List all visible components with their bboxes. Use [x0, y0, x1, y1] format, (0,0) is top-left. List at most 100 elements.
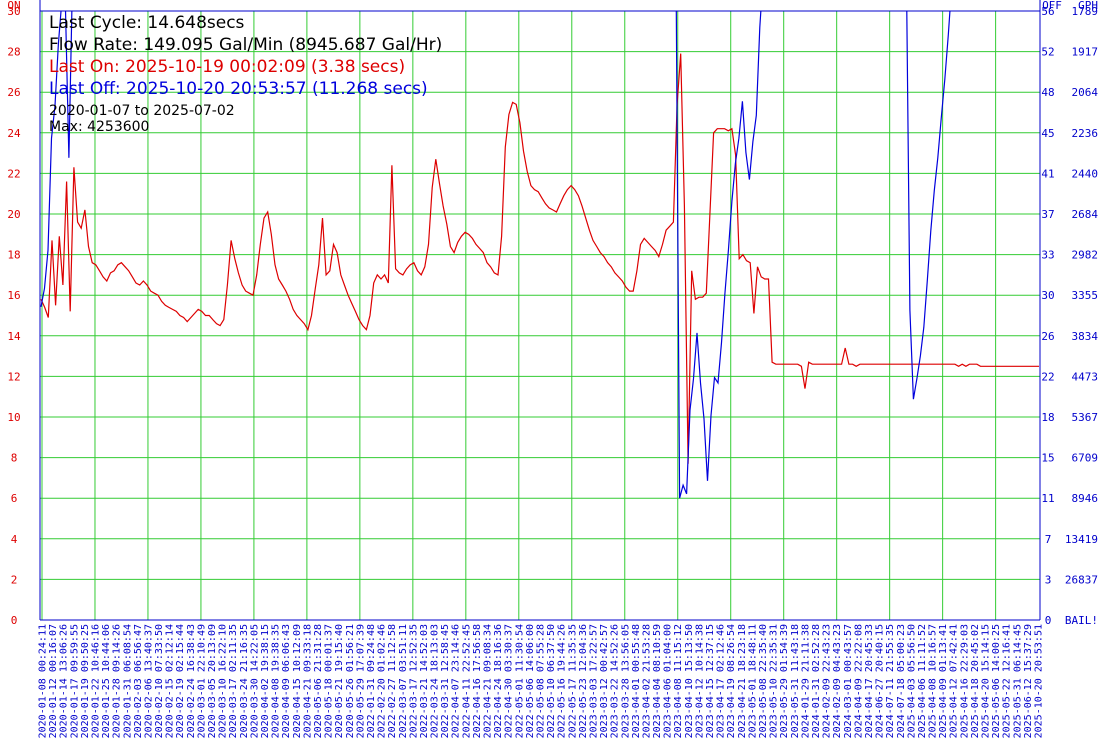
left-tick-label: 4 — [11, 533, 18, 546]
right-off-tick-label: 45 — [1041, 127, 1054, 140]
right-off-tick-label: 52 — [1041, 46, 1054, 59]
x-tick-label: 2024-07-11 21:55:35 — [885, 624, 896, 738]
x-tick-label: 2025-10-20 20:53:51 — [1034, 624, 1045, 738]
x-tick-label: 2023-04-12 10:14:38 — [694, 624, 705, 738]
left-axis-header: ON — [7, 0, 20, 12]
x-tick-label: 2023-04-17 02:12:46 — [716, 624, 727, 738]
x-tick-label: 2020-05-06 21:31:28 — [313, 624, 324, 738]
right-off-tick-label: 41 — [1041, 167, 1054, 180]
right-off-tick-label: 18 — [1041, 411, 1054, 424]
left-tick-label: 14 — [7, 330, 21, 343]
x-tick-label: 2023-04-04 08:10:59 — [652, 624, 663, 738]
right-gph-tick-label: BAIL! — [1065, 614, 1098, 627]
x-tick-label: 2022-03-24 18:13:03 — [430, 624, 441, 738]
x-tick-label: 2020-02-15 02:12:14 — [165, 624, 176, 738]
x-tick-label: 2025-04-06 11:11:52 — [917, 624, 928, 738]
x-tick-label: 2022-03-17 12:52:35 — [408, 624, 419, 738]
x-tick-label: 2024-02-09 04:43:23 — [832, 624, 843, 738]
x-tick-label: 2020-02-06 13:40:37 — [143, 624, 154, 738]
right-gph-tick-label: 1917 — [1072, 46, 1099, 59]
x-tick-label: 2020-04-21 09:33:18 — [302, 624, 313, 738]
x-tick-label: 2022-05-10 06:37:50 — [546, 624, 557, 738]
x-tick-label: 2020-02-24 16:38:43 — [186, 624, 197, 738]
x-tick-label: 2023-05-10 22:35:31 — [769, 624, 780, 738]
left-tick-label: 2 — [11, 573, 18, 586]
x-tick-label: 2022-03-07 03:51:11 — [398, 624, 409, 738]
x-tick-label: 2022-02-27 11:12:58 — [387, 624, 398, 738]
left-tick-label: 6 — [11, 492, 18, 505]
x-tick-label: 2022-05-06 14:06:00 — [525, 624, 536, 738]
x-tick-label: 2023-03-22 14:52:26 — [610, 624, 621, 738]
x-tick-label: 2020-04-09 06:06:43 — [281, 624, 292, 738]
x-tick-label: 2023-04-06 01:04:00 — [663, 624, 674, 738]
x-axis: 2020-01-08 00:24:11 2020-01-12 00:16:07 20… — [38, 624, 1045, 738]
right-off-tick-label: 26 — [1041, 330, 1054, 343]
x-tick-label: 2022-04-07 23:14:46 — [451, 624, 462, 738]
x-tick-label: 2024-04-09 22:22:08 — [853, 624, 864, 738]
x-tick-label: 2020-02-19 02:15:44 — [175, 624, 186, 738]
x-tick-label: 2025-04-03 05:56:50 — [906, 624, 917, 738]
x-tick-label: 2022-05-16 19:44:26 — [557, 624, 568, 738]
last-on-series-line — [40, 53, 1039, 464]
right-gph-tick-label: 3834 — [1072, 330, 1099, 343]
x-tick-label: 2022-05-01 11:30:54 — [514, 624, 525, 738]
right-axis-header-gph: GPH — [1078, 0, 1098, 12]
x-tick-label: 2020-01-17 09:59:55 — [69, 624, 80, 738]
right-off-tick-label: 30 — [1041, 289, 1054, 302]
x-tick-label: 2022-04-24 18:16:36 — [493, 624, 504, 738]
right-gph-tick-label: 2684 — [1072, 208, 1099, 221]
x-tick-label: 2020-01-22 10:46:16 — [90, 624, 101, 738]
x-tick-label: 2023-04-01 00:55:48 — [631, 624, 642, 738]
x-tick-label: 2024-01-31 02:52:28 — [811, 624, 822, 738]
x-tick-label: 2024-03-01 00:43:57 — [843, 624, 854, 738]
x-tick-label: 2020-02-03 06:56:47 — [133, 624, 144, 738]
x-tick-label: 2020-03-24 21:16:35 — [239, 624, 250, 738]
right-axis: 0 BAIL! 3 26837 7 13419 11 8946 15 6709 18 5367 22 44… — [1041, 0, 1098, 627]
left-tick-label: 18 — [7, 249, 20, 262]
left-tick-label: 12 — [7, 370, 20, 383]
x-tick-label: 2023-05-31 11:43:18 — [790, 624, 801, 738]
x-tick-label: 2025-04-18 20:45:02 — [970, 624, 981, 738]
x-tick-label: 2025-05-22 12:16:41 — [1002, 624, 1013, 738]
x-tick-label: 2022-05-23 12:04:36 — [578, 624, 589, 738]
x-tick-label: 2023-04-08 11:15:12 — [673, 624, 684, 738]
left-tick-label: 26 — [7, 86, 20, 99]
x-tick-label: 2024-01-29 21:11:38 — [800, 624, 811, 738]
right-off-tick-label: 11 — [1041, 492, 1054, 505]
x-tick-label: 2020-01-19 09:50:25 — [80, 624, 91, 738]
series-layer — [40, 11, 1039, 499]
x-tick-label: 2020-04-08 19:38:35 — [271, 624, 282, 738]
max-text: Max: 4253600 — [49, 119, 150, 135]
x-tick-label: 2022-05-08 07:55:28 — [536, 624, 547, 738]
x-tick-label: 2023-05-08 22:35:40 — [758, 624, 769, 738]
x-tick-label: 2022-03-21 14:52:03 — [419, 624, 430, 738]
axes — [39, 0, 1041, 621]
x-tick-label: 2020-01-25 10:44:06 — [101, 624, 112, 738]
x-tick-label: 2020-01-14 13:06:26 — [59, 624, 70, 738]
left-tick-label: 10 — [7, 411, 20, 424]
x-tick-label: 2020-03-10 16:22:10 — [218, 624, 229, 738]
x-tick-label: 2020-03-05 20:13:09 — [207, 624, 218, 738]
right-off-tick-label: 48 — [1041, 86, 1054, 99]
left-tick-label: 16 — [7, 289, 20, 302]
x-tick-label: 2023-05-01 18:48:11 — [747, 624, 758, 738]
right-gph-tick-label: 2982 — [1072, 249, 1099, 262]
x-tick-label: 2020-01-12 00:16:07 — [48, 624, 59, 738]
right-off-tick-label: 37 — [1041, 208, 1054, 221]
x-tick-label: 2024-04-17 20:45:33 — [864, 624, 875, 738]
right-gph-tick-label: 2064 — [1072, 86, 1099, 99]
right-off-tick-label: 22 — [1041, 370, 1054, 383]
right-gph-tick-label: 13419 — [1065, 533, 1098, 546]
last-cycle-text: Last Cycle: 14.648secs — [49, 13, 245, 33]
x-tick-label: 2023-03-12 00:42:57 — [599, 624, 610, 738]
x-tick-label: 2024-07-18 05:00:23 — [896, 624, 907, 738]
x-tick-label: 2025-04-20 15:14:15 — [981, 624, 992, 738]
x-tick-label: 2025-04-09 01:13:41 — [938, 624, 949, 738]
x-tick-label: 2025-04-08 10:16:57 — [928, 624, 939, 738]
x-tick-label: 2020-01-28 09:14:26 — [112, 624, 123, 738]
x-tick-label: 2020-05-18 00:01:37 — [324, 624, 335, 738]
x-tick-label: 2023-04-15 12:37:15 — [705, 624, 716, 738]
x-tick-label: 2025-05-06 14:00:25 — [991, 624, 1002, 738]
right-gph-tick-label: 2236 — [1072, 127, 1099, 140]
